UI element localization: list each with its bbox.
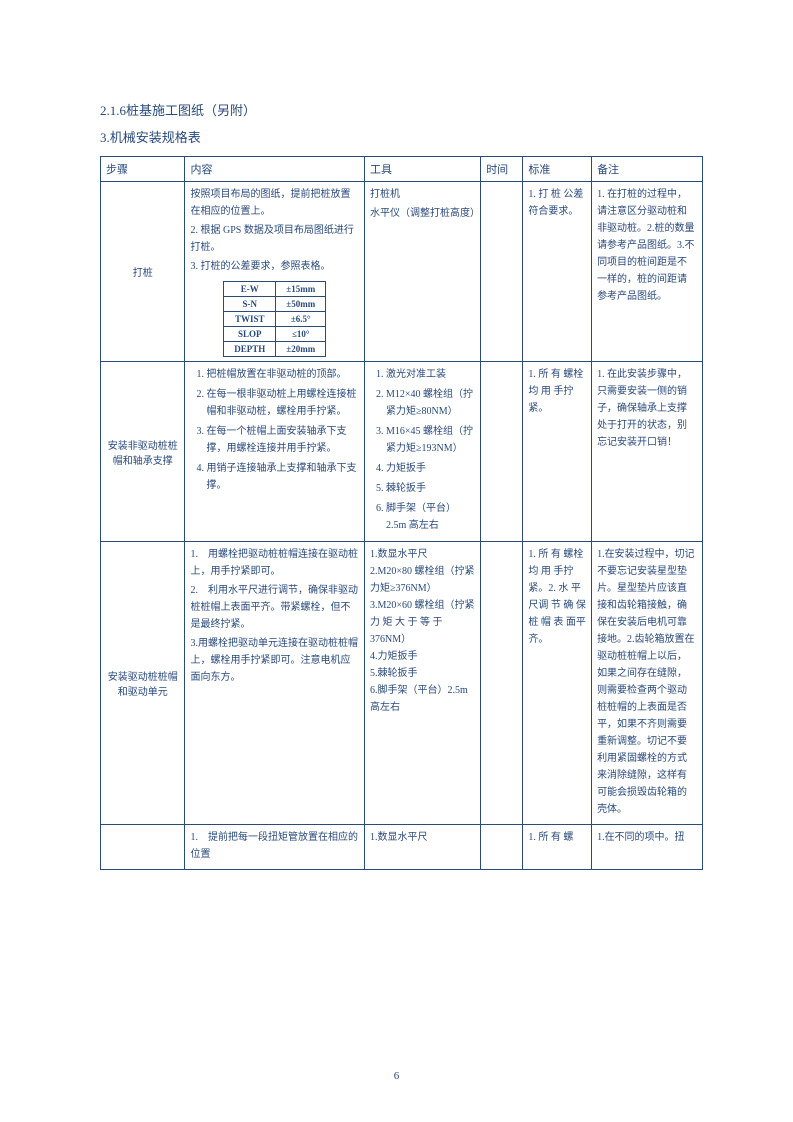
note-text: 1.在安装过程中，切记不要忘记安装星型垫片。星型垫片应该直接和齿轮箱接触，确保在…: [597, 546, 697, 818]
content-item: 在每一个桩帽上面安装轴承下支撑，用螺栓连接并用手拧紧。: [206, 423, 359, 457]
cell-std: 1. 打 桩 公差符合要求。: [523, 182, 592, 362]
tool-item: 激光对准工装: [386, 366, 475, 383]
content-item: 根据 GPS 数据及项目布局图纸进行打桩。: [190, 225, 353, 253]
content-item: 打桩的公差要求，参照表格。: [200, 261, 330, 272]
cell-step: 安装非驱动桩桩帽和轴承支撑: [101, 362, 185, 542]
tol-label: E-W: [224, 282, 276, 297]
content-text: 1. 提前把每一段扭矩管放置在相应的位置: [190, 829, 359, 863]
th-time: 时间: [481, 157, 523, 182]
cell-time: [481, 182, 523, 362]
note-text: 1. 在此安装步骤中，只需要安装一侧的销子，确保轴承上支撑处于打开的状态，别忘记…: [597, 366, 697, 451]
tol-label: DEPTH: [224, 342, 276, 357]
tol-label: SLOP: [224, 327, 276, 342]
note-text: 1.在不同的项中。扭: [597, 829, 697, 846]
cell-note: 1. 在打桩的过程中，请注意区分驱动桩和非驱动桩。2.桩的数量请参考产品图纸。3…: [592, 182, 703, 362]
std-text: 1. 所 有 螺栓 均 用 手拧紧。2. 水 平 尺调 节 确 保桩 帽 表 面…: [528, 546, 586, 648]
cell-time: [481, 542, 523, 825]
cell-note: 1.在安装过程中，切记不要忘记安装星型垫片。星型垫片应该直接和齿轮箱接触，确保在…: [592, 542, 703, 825]
cell-note: 1. 在此安装步骤中，只需要安装一侧的销子，确保轴承上支撑处于打开的状态，别忘记…: [592, 362, 703, 542]
std-text: 1. 打 桩 公差符合要求。: [528, 186, 586, 220]
cell-std: 1. 所 有 螺: [523, 825, 592, 870]
cell-tool: 1.数显水平尺 2.M20×80 螺栓组（拧紧力矩≥376NM） 3.M20×6…: [365, 542, 481, 825]
tool-text: 1.数显水平尺 2.M20×80 螺栓组（拧紧力矩≥376NM） 3.M20×6…: [370, 546, 475, 716]
th-step: 步骤: [101, 157, 185, 182]
std-text: 1. 所 有 螺栓 均 用 手拧紧。: [528, 366, 586, 417]
tol-value: ±50mm: [276, 297, 326, 312]
tool-item: 水平仪（调整打桩高度）: [370, 205, 475, 222]
cell-step: 安装驱动桩桩帽和驱动单元: [101, 542, 185, 825]
section-heading-2: 3.机械安装规格表: [100, 127, 703, 146]
table-row: 1. 提前把每一段扭矩管放置在相应的位置 1.数显水平尺 1. 所 有 螺 1.…: [101, 825, 703, 870]
cell-note: 1.在不同的项中。扭: [592, 825, 703, 870]
tol-value: ≤10°: [276, 327, 326, 342]
tool-text: 1.数显水平尺: [370, 829, 475, 846]
cell-content: 按照项目布局的图纸，提前把桩放置在相应的位置上。 2. 根据 GPS 数据及项目…: [185, 182, 365, 362]
th-std: 标准: [523, 157, 592, 182]
note-text: 1. 在打桩的过程中，请注意区分驱动桩和非驱动桩。2.桩的数量请参考产品图纸。3…: [597, 186, 697, 305]
cell-std: 1. 所 有 螺栓 均 用 手拧紧。: [523, 362, 592, 542]
tool-item: M12×40 螺栓组（拧紧力矩≥80NM）: [386, 386, 475, 420]
cell-step: [101, 825, 185, 870]
content-item: 用螺栓把驱动单元连接在驱动桩桩帽上，螺栓用手拧紧即可。注意电机应面向东方。: [190, 638, 358, 683]
prefix: 1.: [190, 549, 208, 560]
cell-content: 1. 用螺栓把驱动桩桩帽连接在驱动桩上，用手拧紧即可。 2. 利用水平尺进行调节…: [185, 542, 365, 825]
cell-step: 打桩: [101, 182, 185, 362]
cell-content: 1. 提前把每一段扭矩管放置在相应的位置: [185, 825, 365, 870]
table-row: 打桩 按照项目布局的图纸，提前把桩放置在相应的位置上。 2. 根据 GPS 数据…: [101, 182, 703, 362]
prefix: 3.: [190, 638, 198, 649]
th-tool: 工具: [365, 157, 481, 182]
section-heading-1: 2.1.6桩基施工图纸（另附）: [100, 100, 703, 119]
table-body: 打桩 按照项目布局的图纸，提前把桩放置在相应的位置上。 2. 根据 GPS 数据…: [101, 182, 703, 870]
cell-time: [481, 825, 523, 870]
table-header-row: 步骤 内容 工具 时间 标准 备注: [101, 157, 703, 182]
content-item: 按照项目布局的图纸，提前把桩放置在相应的位置上。: [190, 189, 350, 217]
tol-value: ±20mm: [276, 342, 326, 357]
th-content: 内容: [185, 157, 365, 182]
spec-table: 步骤 内容 工具 时间 标准 备注 打桩 按照项目布局的图纸，提前把桩放置在相应…: [100, 156, 703, 870]
tool-item: 力矩扳手: [386, 460, 475, 477]
tool-item: 打桩机: [370, 186, 475, 203]
tol-label: S-N: [224, 297, 276, 312]
tol-label: TWIST: [224, 312, 276, 327]
content-item: 利用水平尺进行调节，确保非驱动桩桩帽上表面平齐。带紧螺栓，但不是最终拧紧。: [190, 585, 358, 630]
page-number: 6: [394, 1070, 400, 1082]
tool-item: 棘轮扳手: [386, 480, 475, 497]
std-text: 1. 所 有 螺: [528, 829, 586, 846]
cell-time: [481, 362, 523, 542]
content-item: 把桩帽放置在非驱动桩的顶部。: [206, 366, 359, 383]
prefix: 2.: [190, 585, 208, 596]
table-row: 安装驱动桩桩帽和驱动单元 1. 用螺栓把驱动桩桩帽连接在驱动桩上，用手拧紧即可。…: [101, 542, 703, 825]
table-row: 安装非驱动桩桩帽和轴承支撑 把桩帽放置在非驱动桩的顶部。 在每一根非驱动桩上用螺…: [101, 362, 703, 542]
cell-std: 1. 所 有 螺栓 均 用 手拧紧。2. 水 平 尺调 节 确 保桩 帽 表 面…: [523, 542, 592, 825]
cell-tool: 激光对准工装 M12×40 螺栓组（拧紧力矩≥80NM） M16×45 螺栓组（…: [365, 362, 481, 542]
content-item: 用销子连接轴承上支撑和轴承下支撑。: [206, 460, 359, 494]
cell-tool: 1.数显水平尺: [365, 825, 481, 870]
tool-item: 脚手架（平台）2.5m 高左右: [386, 500, 475, 534]
tool-item: M16×45 螺栓组（拧紧力矩≥193NM）: [386, 423, 475, 457]
tolerance-table: E-W±15mm S-N±50mm TWIST±6.5° SLOP≤10° DE…: [223, 281, 326, 357]
cell-content: 把桩帽放置在非驱动桩的顶部。 在每一根非驱动桩上用螺栓连接桩帽和非驱动桩，螺栓用…: [185, 362, 365, 542]
tol-value: ±15mm: [276, 282, 326, 297]
cell-tool: 打桩机 水平仪（调整打桩高度）: [365, 182, 481, 362]
content-item: 用螺栓把驱动桩桩帽连接在驱动桩上，用手拧紧即可。: [190, 549, 358, 577]
content-item: 在每一根非驱动桩上用螺栓连接桩帽和非驱动桩，螺栓用手拧紧。: [206, 386, 359, 420]
tol-value: ±6.5°: [276, 312, 326, 327]
th-note: 备注: [592, 157, 703, 182]
